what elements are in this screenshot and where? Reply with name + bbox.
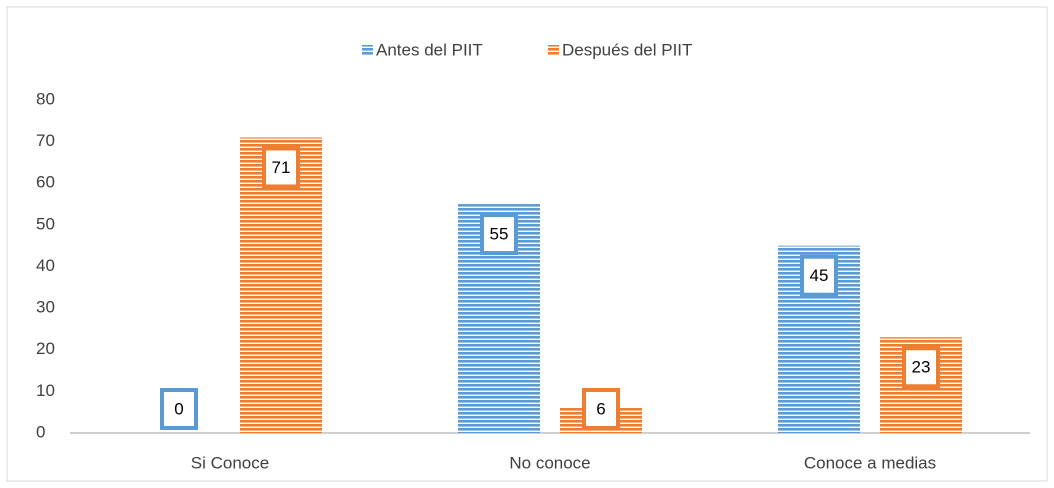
y-tick-label: 70 xyxy=(36,131,55,150)
data-label: 6 xyxy=(596,399,605,418)
data-label: 23 xyxy=(912,358,931,377)
data-label-box xyxy=(800,254,838,297)
legend-swatch xyxy=(362,45,373,56)
x-tick-label: Conoce a medias xyxy=(804,453,936,472)
y-tick-label: 10 xyxy=(36,381,55,400)
data-label-box xyxy=(582,388,620,430)
y-tick-label: 80 xyxy=(36,89,55,108)
data-label-box xyxy=(262,146,300,189)
data-label: 71 xyxy=(272,158,291,177)
legend-label: Después del PIIT xyxy=(562,40,692,59)
y-tick-label: 20 xyxy=(36,339,55,358)
x-tick-label: No conoce xyxy=(509,453,590,472)
y-tick-label: 60 xyxy=(36,173,55,192)
data-label-box xyxy=(480,213,518,256)
legend-swatch xyxy=(548,45,559,56)
data-label: 55 xyxy=(490,225,509,244)
y-tick-label: 40 xyxy=(36,256,55,275)
data-label-box xyxy=(902,346,940,389)
data-label: 45 xyxy=(810,266,829,285)
x-tick-label: Si Conoce xyxy=(191,453,269,472)
y-tick-label: 0 xyxy=(36,422,45,441)
y-tick-label: 50 xyxy=(36,214,55,233)
y-tick-label: 30 xyxy=(36,298,55,317)
data-label: 0 xyxy=(174,399,183,418)
legend-label: Antes del PIIT xyxy=(376,40,483,59)
data-label-box xyxy=(160,388,198,430)
